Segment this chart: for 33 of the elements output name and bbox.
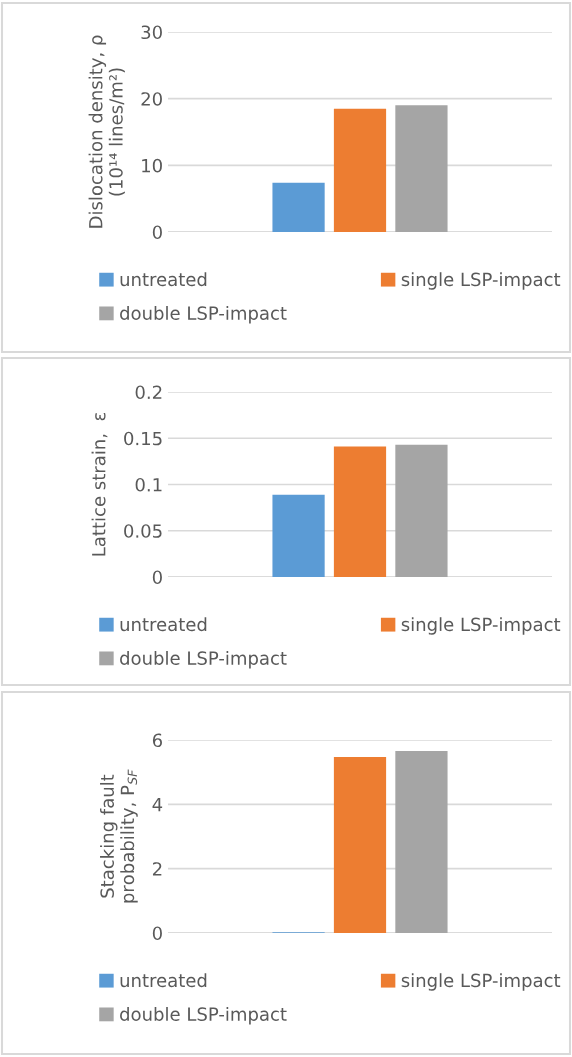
legend-label: untreated [120,973,207,988]
legend-label: double LSP-impact [120,650,287,669]
y-tick-label: 20 [141,92,162,106]
y-tick-label: 10 [142,158,162,173]
legend-label: single LSP-impact [401,973,561,991]
bar [333,108,387,232]
y-tick-label: 4 [152,798,163,812]
y-tick-label: 0.1 [135,477,162,492]
y-tick-label: 0 [152,926,162,941]
legend-label: untreated [120,272,207,287]
y-axis-title: Stacking fault probability, P$_{SF}$ [100,769,138,903]
legend-label: double LSP-impact [120,305,287,324]
legend-label: untreated [120,617,207,632]
y-tick-label: 0.2 [135,385,162,400]
bar [395,750,448,933]
y-tick-label: 0.15 [124,431,162,446]
y-tick-label: 30 [141,25,162,40]
bar [272,494,325,577]
bar [333,757,387,933]
y-tick-label: 6 [152,733,162,748]
bar [395,444,448,577]
y-axis-title: Lattice strain, ε [91,412,108,556]
legend-label: single LSP-impact [401,617,561,635]
y-tick-label: 0 [152,570,162,585]
bar [395,105,448,232]
bar [272,182,325,232]
y-tick-label: 2 [152,862,162,876]
y-axis-title: Dislocation density, ρ (10¹⁴ lines/m²) [88,35,125,228]
y-tick-label: 0.05 [124,524,162,538]
y-tick-label: 0 [152,225,162,240]
legend-label: single LSP-impact [401,272,561,290]
bar [333,446,387,577]
legend-label: double LSP-impact [120,1006,287,1025]
